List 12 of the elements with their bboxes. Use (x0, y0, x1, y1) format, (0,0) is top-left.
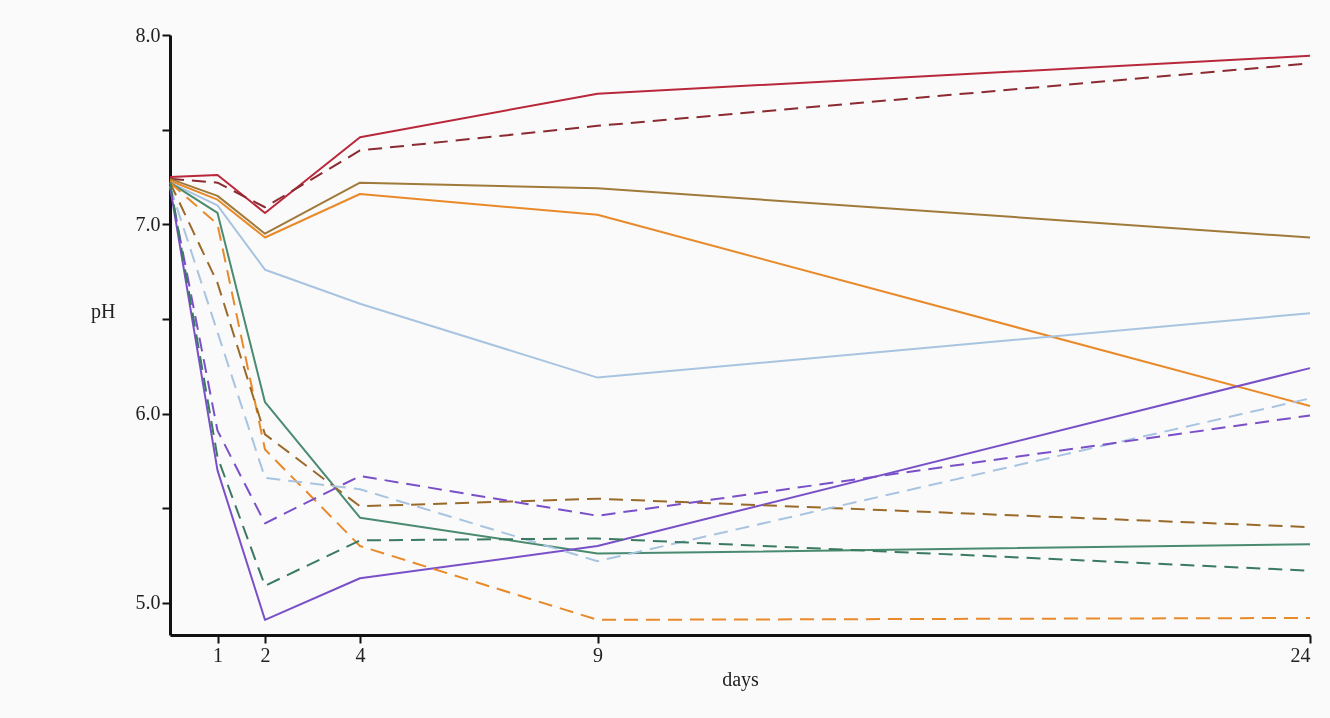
y-tick-label: 8.0 (135, 23, 161, 46)
line-series (169, 177, 1311, 239)
y-axis-title: pH (91, 299, 116, 323)
x-tick-label: 2 (260, 643, 271, 666)
x-axis-title: days (722, 667, 760, 691)
y-tick-label: 6.0 (135, 402, 161, 425)
x-tick-label: 9 (593, 643, 603, 666)
y-tick-label: 7.0 (135, 212, 161, 235)
x-tick-label: 4 (355, 643, 366, 666)
x-tick-label: 1 (213, 643, 223, 666)
y-tick-label: 5.0 (135, 591, 161, 614)
x-tick-label: 24 (1290, 643, 1311, 666)
